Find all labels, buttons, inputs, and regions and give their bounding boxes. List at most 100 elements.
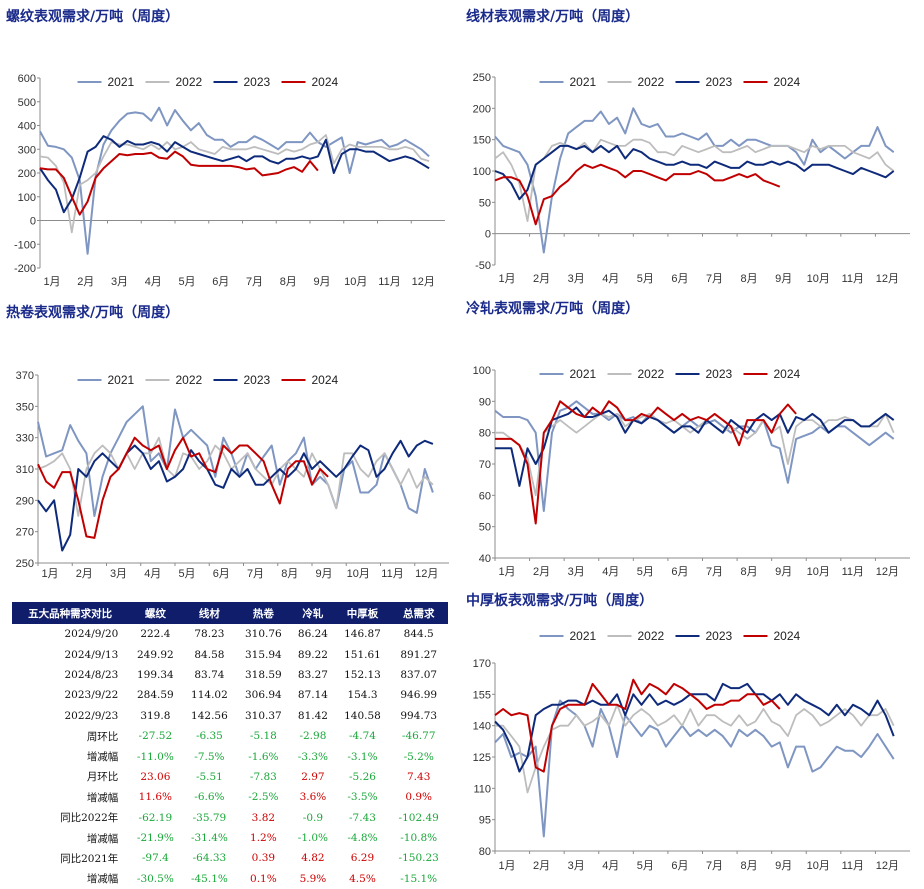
series-line-2023 — [39, 135, 430, 214]
series-line-2021 — [39, 106, 430, 255]
x-tick-label: 10月 — [807, 566, 830, 578]
series-line-2022 — [37, 436, 434, 517]
x-tick-label: 5月 — [637, 566, 654, 578]
table-cell: 87.14 — [297, 689, 328, 702]
x-tick-label: 5月 — [178, 276, 195, 288]
x-tick-label: 12月 — [412, 276, 435, 288]
table-cell: -46.77 — [401, 730, 436, 743]
y-tick-label: 80 — [479, 846, 491, 858]
row-label: 增减幅 — [86, 873, 119, 886]
x-tick-label: 4月 — [144, 568, 161, 580]
row-label: 2024/8/23 — [64, 668, 119, 681]
table-cell: -10.8% — [400, 832, 438, 845]
table-row: 月环比 23.06 -5.51 -7.83 2.97 -5.26 7.43 — [12, 767, 448, 787]
table-cell: 81.42 — [297, 709, 328, 722]
x-tick-label: 6月 — [671, 273, 688, 285]
table-cell: -3.5% — [347, 791, 378, 804]
table-cell: -150.23 — [398, 852, 439, 865]
table-cell: 152.13 — [344, 668, 381, 681]
table-cell: 1.2% — [250, 832, 277, 845]
x-tick-label: 11月 — [842, 860, 864, 872]
x-tick-label: 9月 — [315, 568, 332, 580]
table-cell: 318.59 — [244, 668, 282, 681]
x-tick-label: 8月 — [280, 276, 297, 288]
table-cell: 310.37 — [244, 709, 282, 722]
table-cell: 140.58 — [344, 709, 381, 722]
table-row: 同比2022年 -62.19 -35.79 3.82 -0.9 -7.43 -102.49 — [12, 808, 448, 828]
row-label: 2024/9/13 — [64, 648, 119, 661]
x-tick-label: 7月 — [246, 276, 263, 288]
table-cell: 6.29 — [350, 852, 375, 865]
y-tick-label: 0 — [30, 216, 36, 228]
table-cell: 222.4 — [140, 628, 171, 641]
x-tick-label: 12月 — [876, 566, 899, 578]
table-cell: -1.0% — [297, 832, 329, 845]
y-tick-label: 0 — [485, 229, 491, 241]
legend-label-2021: 2021 — [570, 367, 597, 381]
x-tick-label: 8月 — [741, 273, 758, 285]
table-row: 2024/9/13 249.92 84.58 315.94 89.22 151.61 891… — [12, 644, 448, 664]
table-cell: 83.27 — [297, 668, 328, 681]
x-tick-label: 9月 — [775, 273, 792, 285]
x-tick-label: 4月 — [602, 566, 619, 578]
x-tick-label: 1月 — [41, 568, 58, 580]
legend-label-2021: 2021 — [570, 75, 597, 89]
series-line-2023 — [495, 406, 895, 487]
legend-label-2023: 2023 — [244, 75, 271, 89]
table-cell: -62.19 — [138, 811, 173, 824]
table-cell: -5.51 — [195, 770, 223, 783]
table-cell: -3.3% — [297, 750, 329, 763]
series-line-2024 — [495, 400, 797, 525]
table-row: 周环比 -27.52 -6.35 -5.18 -2.98 -4.74 -46.77 — [12, 726, 448, 746]
series-line-2023 — [37, 439, 434, 552]
table-cell: 78.23 — [194, 628, 225, 641]
table-cell: 0.1% — [250, 872, 277, 885]
y-tick-label: 170 — [473, 658, 491, 670]
chart-title-rebar: 螺纹表观需求/万吨（周度） — [6, 9, 180, 25]
x-tick-label: 4月 — [145, 276, 162, 288]
table-cell: 5.9% — [299, 872, 327, 885]
chart-hrc: 250 270 290 310 330 350 370 1月 2月 3月 4月 5月 6月 7月 8月 9月 1… — [16, 370, 449, 580]
table-row: 2023/9/22 284.59 114.02 306.94 87.14 154.3 946… — [12, 685, 448, 705]
table-cell: -27.52 — [138, 730, 173, 743]
y-tick-label: 50 — [479, 522, 491, 534]
y-tick-label: 250 — [473, 72, 491, 84]
y-tick-label: -50 — [475, 260, 491, 272]
table-cell: 284.59 — [136, 689, 174, 702]
x-tick-label: 5月 — [637, 273, 654, 285]
demand-comparison-table: 五大品种需求对比 螺纹 线材 热卷 冷轧 中厚板 总需求 2024/9/20 22… — [12, 602, 448, 889]
x-tick-label: 7月 — [706, 273, 723, 285]
x-tick-label: 10月 — [344, 276, 367, 288]
x-tick-label: 8月 — [281, 568, 298, 580]
table-cell: 114.02 — [191, 689, 228, 702]
table-cell: -7.83 — [249, 770, 277, 783]
x-tick-label: 8月 — [741, 566, 758, 578]
table-cell: -31.4% — [190, 832, 228, 845]
table-cell: 3.6% — [299, 791, 327, 804]
table-cell: 4.5% — [349, 872, 376, 885]
table-cell: 0.39 — [251, 852, 276, 865]
y-tick-label: -100 — [14, 239, 36, 251]
y-tick-label: 310 — [16, 464, 34, 476]
x-tick-label: 9月 — [313, 276, 330, 288]
x-tick-label: 2月 — [533, 566, 550, 578]
y-tick-label: 350 — [16, 401, 34, 413]
x-tick-label: 3月 — [568, 860, 585, 872]
table-cell: -7.5% — [194, 750, 225, 763]
series-line-2022 — [495, 703, 895, 794]
row-label: 同比2021年 — [60, 852, 119, 865]
x-tick-label: 3月 — [110, 568, 127, 580]
table-cell: 310.76 — [244, 628, 282, 641]
table-cell: -1.6% — [248, 750, 279, 763]
row-label: 2022/9/23 — [64, 709, 119, 722]
y-tick-label: 70 — [479, 459, 491, 471]
x-tick-label: 6月 — [671, 566, 688, 578]
legend-label-2022: 2022 — [638, 367, 665, 381]
row-label: 2024/9/20 — [64, 628, 119, 641]
y-tick-label: 100 — [473, 365, 491, 377]
table-row: 2024/8/23 199.34 83.74 318.59 83.27 152.13 837… — [12, 665, 448, 685]
legend-label-2021: 2021 — [108, 75, 135, 89]
table-header-cell: 中厚板 — [335, 602, 390, 624]
x-tick-label: 10月 — [807, 273, 830, 285]
y-tick-label: 155 — [473, 689, 491, 701]
